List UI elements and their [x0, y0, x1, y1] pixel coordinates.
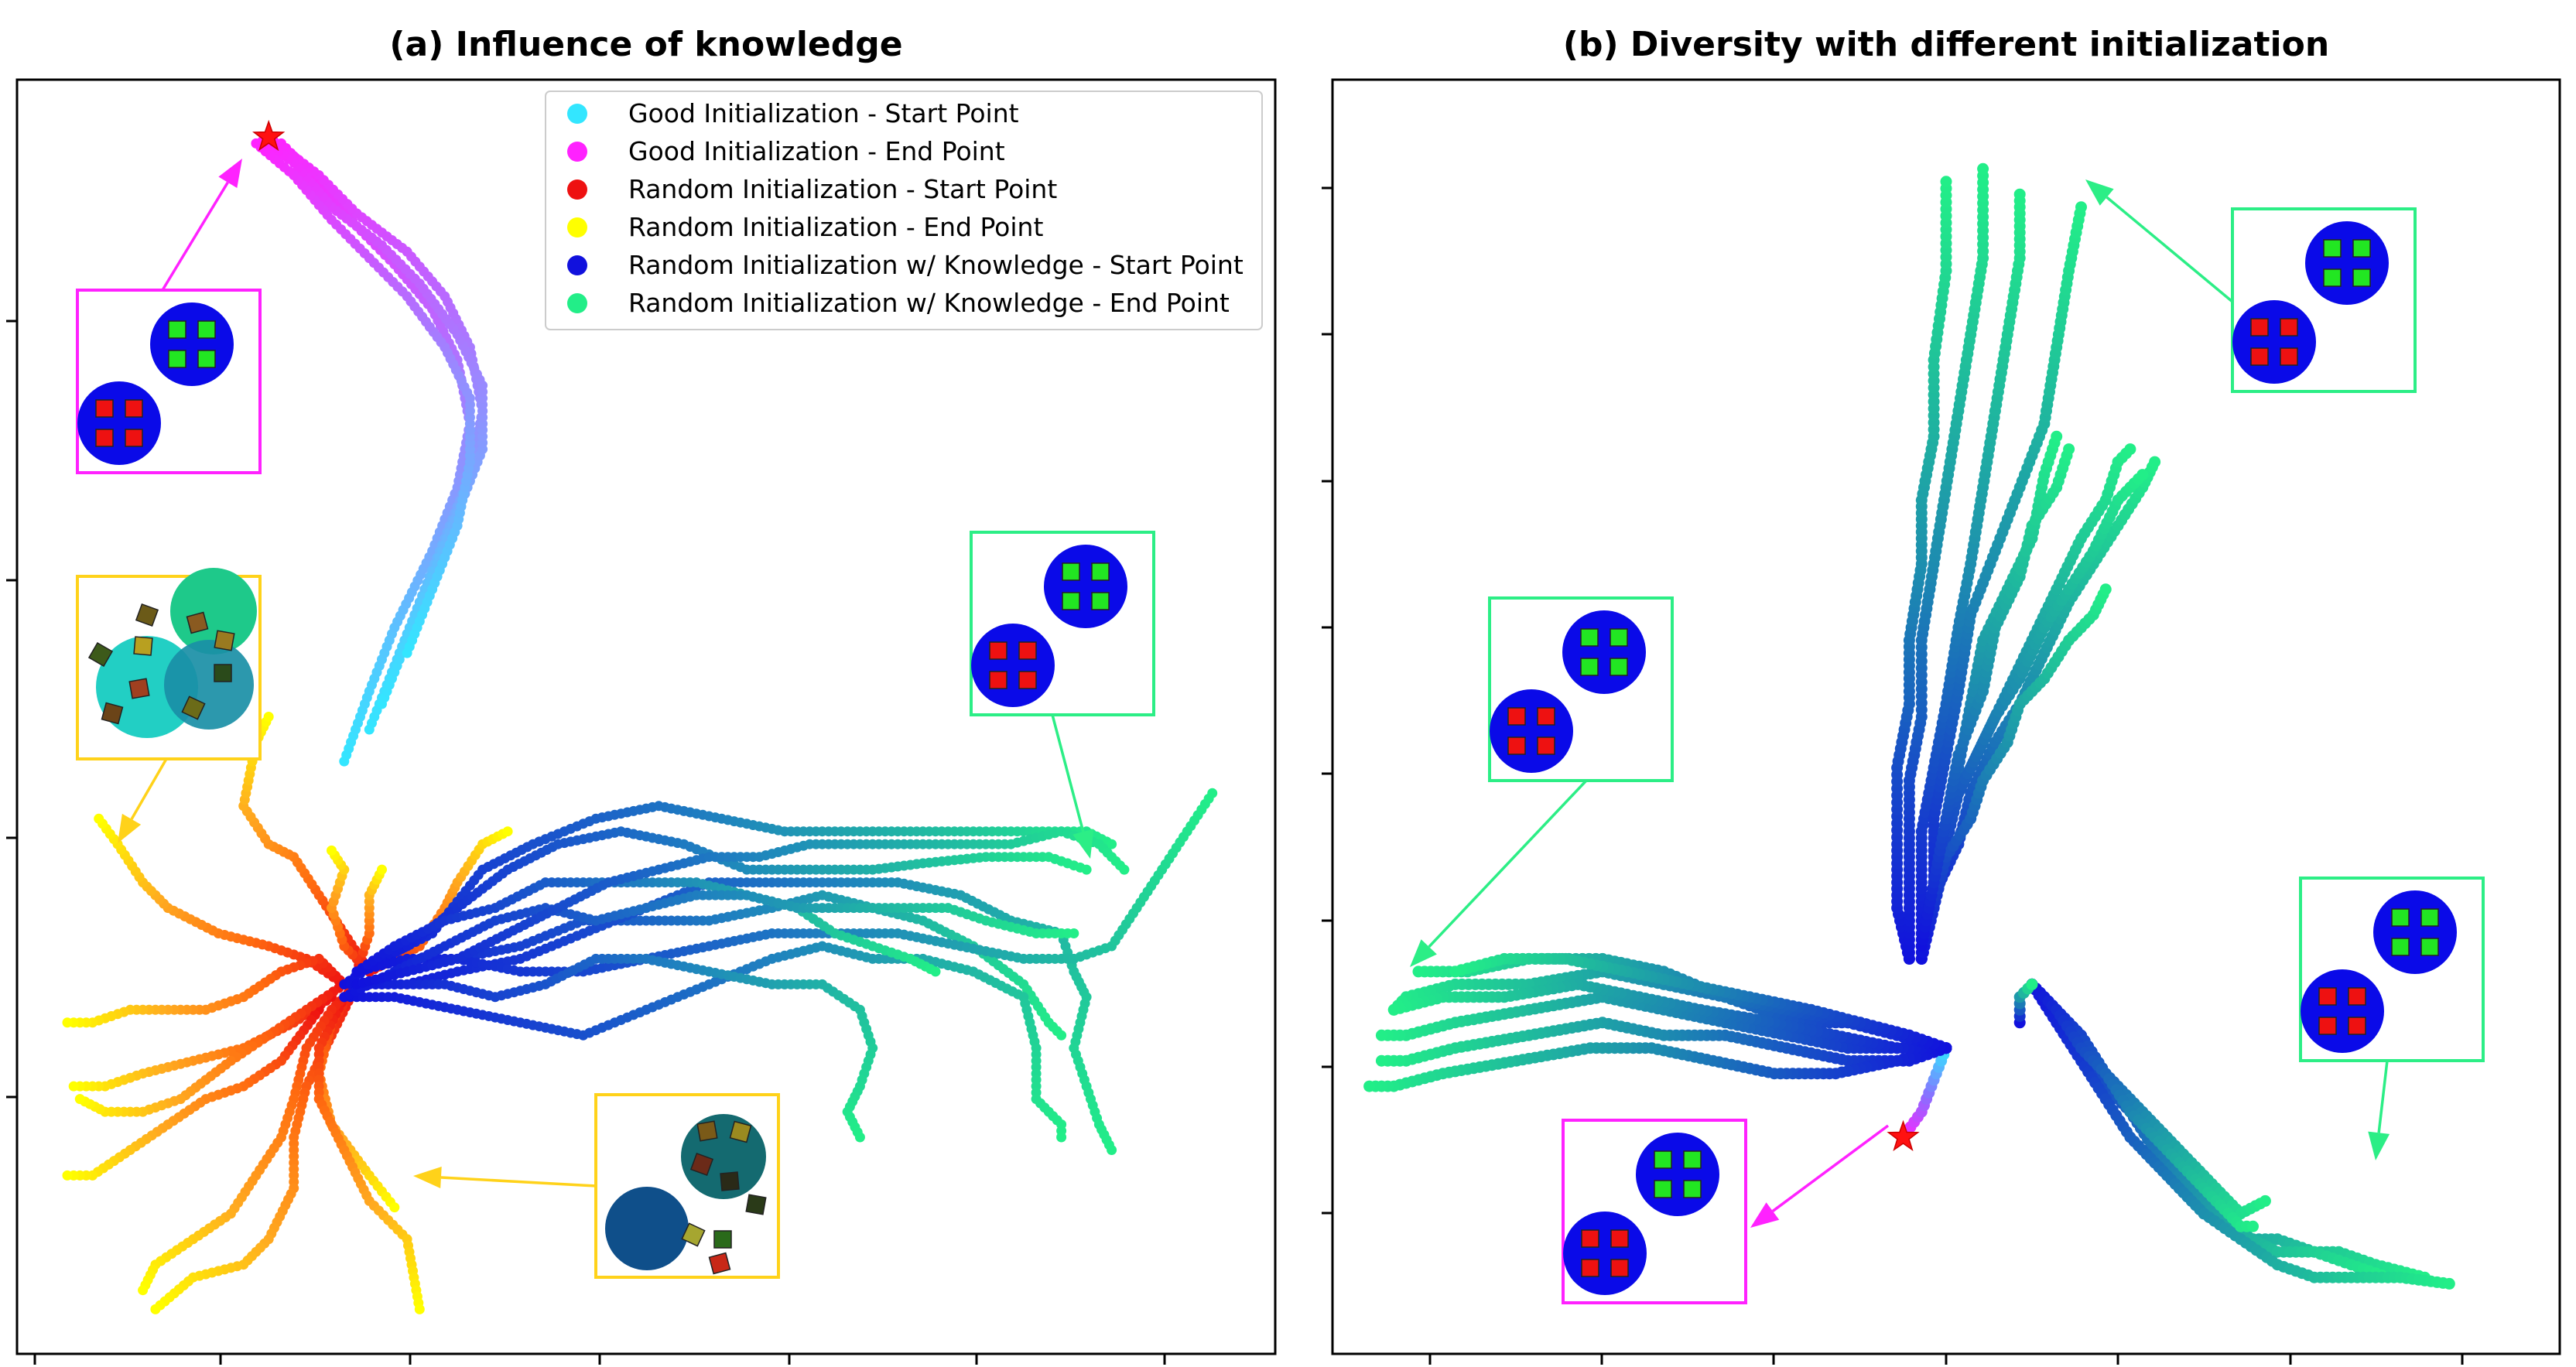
data-point — [1207, 788, 1218, 798]
series-left — [1363, 952, 1952, 1092]
data-point — [854, 1132, 865, 1143]
legend-marker — [567, 179, 587, 200]
legend-item: Good Initialization - Start Point — [567, 98, 1019, 128]
data-point — [2026, 978, 2038, 990]
data-point — [2075, 201, 2087, 214]
series-right — [2013, 978, 2455, 1290]
data-point — [930, 966, 941, 977]
annotation-box-random — [76, 568, 262, 760]
data-point — [377, 864, 387, 875]
data-point — [502, 826, 513, 837]
data-point — [1107, 1145, 1117, 1155]
legend-marker — [567, 293, 587, 313]
data-point — [2124, 443, 2136, 456]
annotation-arrow — [2368, 1060, 2390, 1160]
data-point — [1375, 1029, 1387, 1041]
data-point — [2136, 469, 2149, 481]
data-point — [414, 1304, 425, 1314]
annotation-arrow — [413, 1167, 597, 1188]
data-point — [2099, 583, 2112, 596]
data-point — [327, 845, 337, 856]
data-point — [2247, 1220, 2259, 1232]
data-point — [1107, 839, 1117, 849]
legend-marker — [567, 104, 587, 124]
legend-marker — [567, 255, 587, 275]
legend-label: Random Initialization - Start Point — [628, 174, 1057, 204]
series-random — [62, 712, 513, 1314]
legend-item: Random Initialization - Start Point — [567, 174, 1057, 204]
data-point — [1449, 965, 1462, 978]
data-point — [150, 1304, 161, 1314]
legend-item: Good Initialization - End Point — [567, 136, 1005, 166]
data-point — [2443, 1277, 2455, 1290]
data-point — [389, 1202, 400, 1213]
annotation-box-good — [76, 289, 262, 474]
legend-label: Good Initialization - End Point — [628, 136, 1005, 166]
legend-label: Good Initialization - Start Point — [628, 98, 1019, 128]
data-point — [138, 1285, 149, 1296]
star-marker-icon — [1887, 1119, 1920, 1152]
data-point — [1977, 162, 1989, 175]
annotation-arrow — [2085, 179, 2234, 303]
data-point — [263, 712, 274, 722]
chart-b-axis-ticks — [1322, 186, 2464, 1365]
data-point — [62, 1170, 73, 1181]
data-point — [251, 138, 262, 149]
data-point — [2063, 443, 2075, 456]
data-point — [62, 1017, 73, 1028]
data-point — [1387, 1003, 1400, 1016]
annotation-box-random-2 — [594, 1093, 780, 1279]
data-point — [2259, 1194, 2271, 1207]
annotation-box-left — [1488, 596, 1674, 782]
series-up — [1891, 162, 2161, 965]
annotation-arrow — [118, 758, 168, 843]
legend-marker — [567, 217, 587, 238]
annotation-arrow — [1410, 779, 1588, 967]
annotation-box-knowledge — [970, 531, 1155, 716]
data-point — [1412, 965, 1425, 978]
data-point — [1056, 1030, 1067, 1041]
chart-a-axis-ticks — [6, 320, 1166, 1365]
legend-marker — [567, 142, 587, 162]
legend-item: Random Initialization w/ Knowledge - End… — [567, 288, 1230, 318]
series-knowledge — [339, 788, 1218, 1155]
data-point — [1940, 176, 1952, 188]
data-point — [68, 1081, 79, 1092]
annotation-box-up — [2231, 207, 2417, 393]
annotation-arrow — [1750, 1124, 1890, 1228]
chart-b-plot-area — [1363, 162, 2455, 1290]
data-point — [1119, 864, 1130, 875]
chart-a-plot-area — [62, 119, 1218, 1314]
legend-label: Random Initialization w/ Knowledge - Sta… — [628, 250, 1244, 280]
chart-a-title: (a) Influence of knowledge — [389, 25, 902, 64]
data-point — [1056, 1132, 1067, 1143]
data-point — [94, 813, 104, 824]
data-point — [74, 1094, 85, 1105]
legend-label: Random Initialization w/ Knowledge - End… — [628, 288, 1230, 318]
legend-item: Random Initialization w/ Knowledge - Sta… — [567, 250, 1244, 280]
legend-box — [545, 91, 1263, 330]
annotation-arrow — [1051, 714, 1094, 859]
annotations — [76, 159, 2485, 1304]
chart-a-frame — [15, 78, 1277, 1355]
annotation-box-center — [1562, 1119, 1747, 1304]
annotation-arrow — [161, 159, 242, 291]
legend-item: Random Initialization - End Point — [567, 212, 1043, 242]
chart-a-legend: Good Initialization - Start Point Good In… — [545, 91, 1263, 330]
data-point — [1363, 1080, 1376, 1092]
data-point — [2051, 430, 2063, 443]
data-point — [2149, 456, 2161, 468]
chart-b-title: (b) Diversity with different initializat… — [1563, 25, 2329, 64]
data-point — [1081, 864, 1092, 875]
data-point — [2013, 188, 2026, 200]
data-point — [1375, 1054, 1387, 1067]
star-marker-icon — [252, 119, 286, 152]
legend-label: Random Initialization - End Point — [628, 212, 1043, 242]
series-good — [251, 132, 488, 767]
annotation-box-right — [2299, 877, 2485, 1062]
data-point — [1069, 928, 1079, 938]
